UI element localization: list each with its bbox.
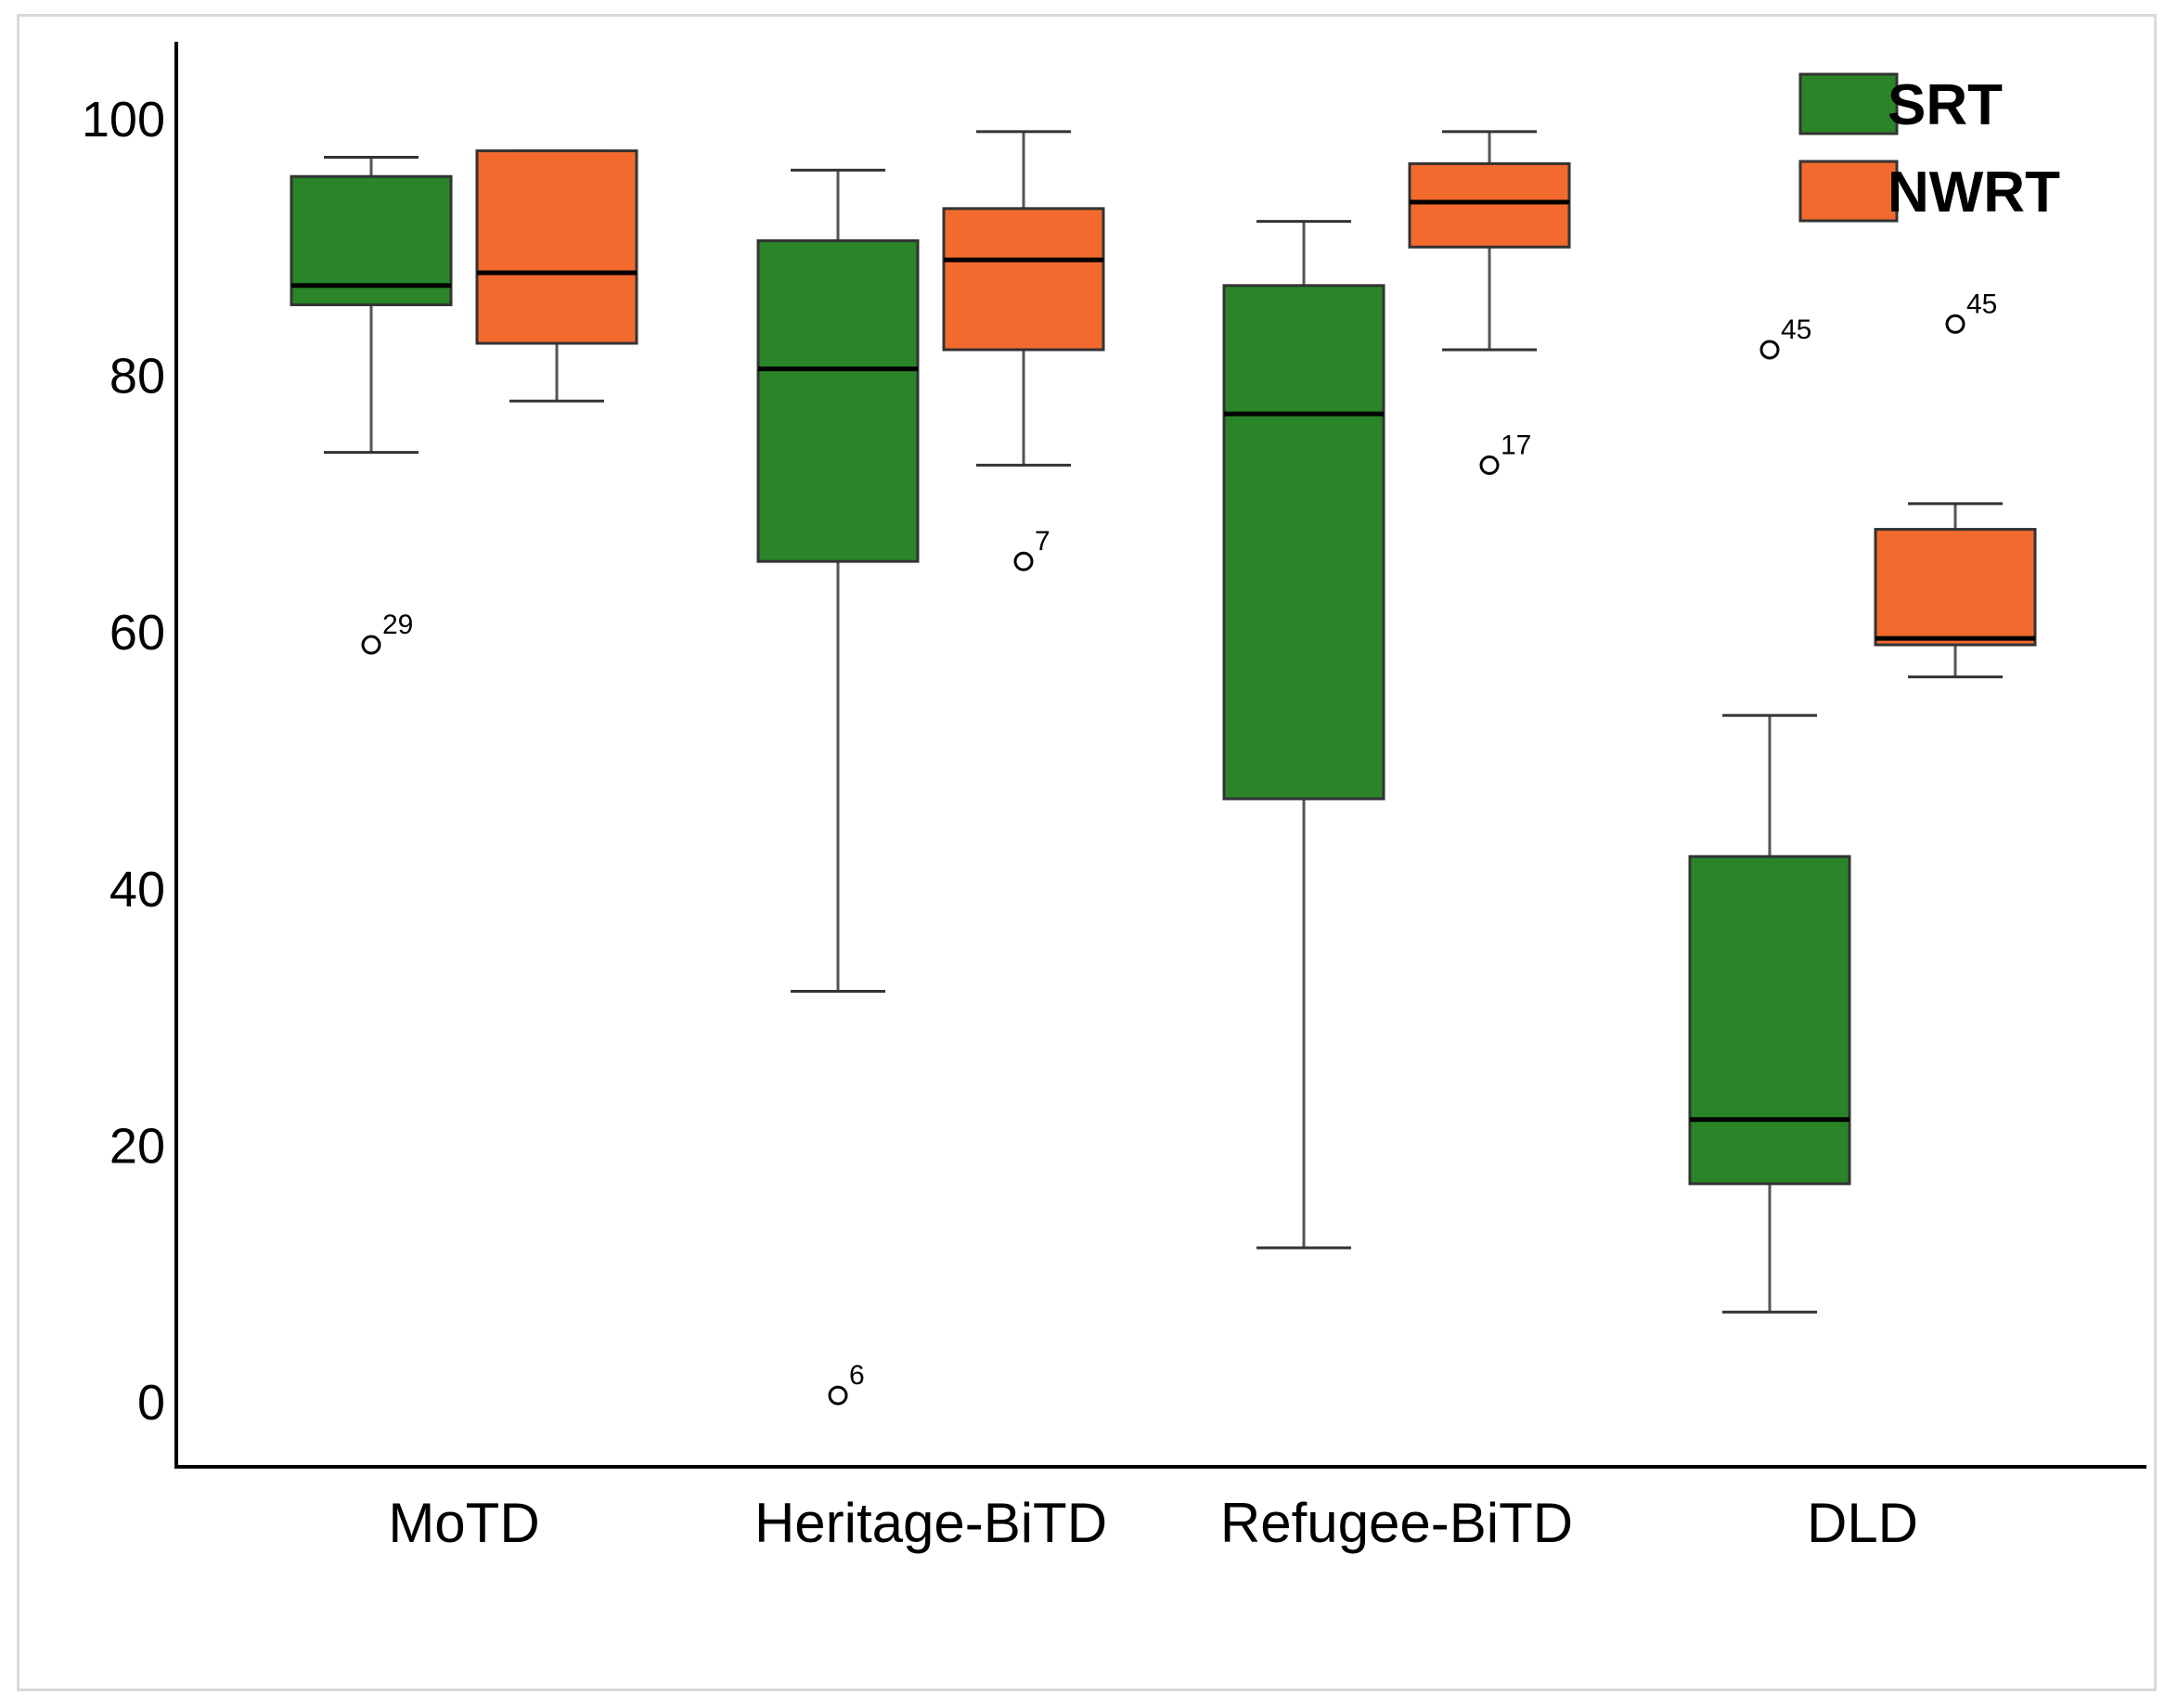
outlier-point	[1759, 340, 1780, 360]
y-tick-label: 40	[110, 862, 165, 918]
outlier-label: 17	[1501, 430, 1531, 460]
legend-swatch-srt	[1798, 72, 1899, 135]
y-tick-label: 60	[110, 605, 165, 661]
x-category-label: DLD	[1807, 1492, 1918, 1554]
box-nwrt-dld	[1874, 528, 2037, 647]
outlier-label: 45	[1781, 315, 1811, 345]
box-nwrt-heritage-bitd	[942, 207, 1105, 352]
y-tick-label: 0	[137, 1375, 165, 1431]
legend-swatch-nwrt	[1798, 160, 1899, 223]
outlier-label: 45	[1966, 289, 1997, 319]
box-nwrt-refugee-bitd	[1408, 161, 1571, 249]
outlier-point	[1945, 314, 1965, 334]
outlier-label: 29	[382, 610, 413, 640]
outlier-point	[828, 1385, 848, 1406]
outlier-point	[1479, 455, 1500, 475]
legend-label-srt: SRT	[1888, 73, 2003, 137]
legend-label-nwrt: NWRT	[1888, 161, 2060, 225]
box-nwrt-motd	[475, 149, 638, 345]
outlier-label: 7	[1035, 526, 1050, 557]
y-tick-label: 100	[82, 92, 165, 148]
y-tick-label: 20	[110, 1118, 165, 1174]
x-category-label: Heritage-BiTD	[754, 1492, 1107, 1554]
x-category-label: Refugee-BiTD	[1220, 1492, 1573, 1554]
box-srt-refugee-bitd	[1222, 284, 1385, 801]
box-srt-heritage-bitd	[756, 238, 920, 563]
x-category-label: MoTD	[388, 1492, 539, 1554]
outlier-point	[361, 635, 381, 655]
y-tick-label: 80	[110, 349, 165, 405]
outlier-label: 6	[849, 1360, 865, 1391]
box-srt-dld	[1688, 854, 1851, 1186]
outlier-point	[1013, 551, 1034, 571]
